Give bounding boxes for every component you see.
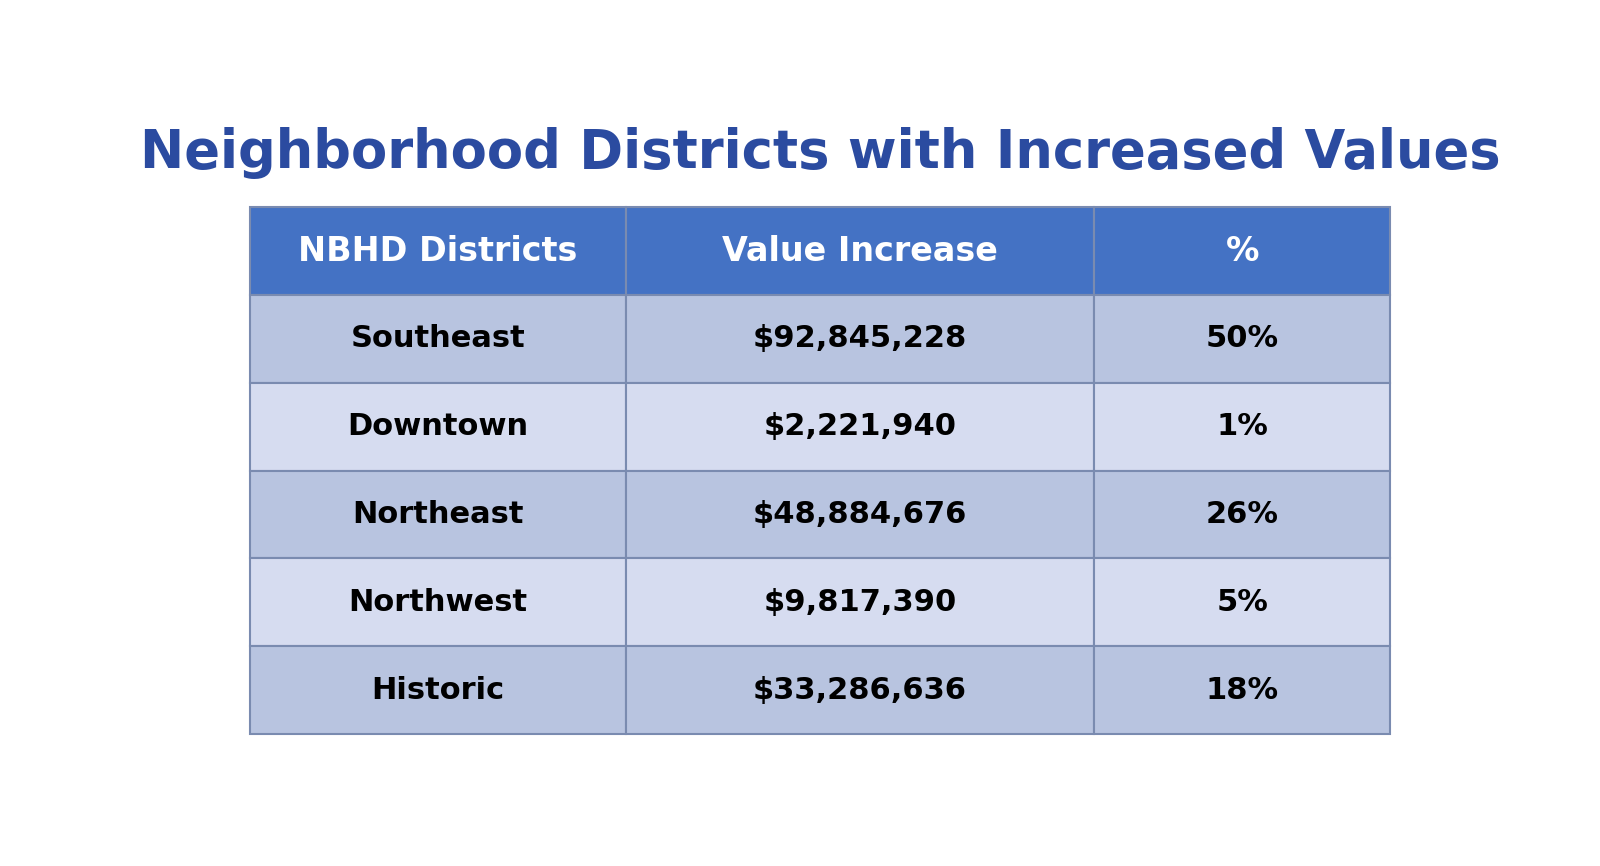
Bar [1094, 646, 1390, 734]
Text: $2,221,940: $2,221,940 [763, 412, 957, 442]
Bar [1094, 207, 1390, 295]
Text: 1%: 1% [1216, 412, 1269, 442]
Bar [1094, 559, 1390, 646]
Text: Downtown: Downtown [347, 412, 528, 442]
Bar [1094, 295, 1390, 383]
Bar [1094, 383, 1390, 471]
Bar [626, 295, 1094, 383]
Text: $48,884,676: $48,884,676 [752, 500, 966, 529]
Text: 5%: 5% [1216, 588, 1269, 617]
Text: Value Increase: Value Increase [722, 235, 998, 268]
Bar [250, 646, 626, 734]
Bar [626, 646, 1094, 734]
Text: $9,817,390: $9,817,390 [763, 588, 957, 617]
Text: Historic: Historic [371, 675, 504, 705]
Bar [626, 207, 1094, 295]
Text: $92,845,228: $92,845,228 [754, 325, 966, 353]
Text: Southeast: Southeast [350, 325, 525, 353]
Bar [250, 207, 626, 295]
Text: %: % [1226, 235, 1259, 268]
Text: 26%: 26% [1205, 500, 1278, 529]
Text: 50%: 50% [1205, 325, 1278, 353]
Text: Northeast: Northeast [352, 500, 523, 529]
Text: $33,286,636: $33,286,636 [754, 675, 966, 705]
Bar [1094, 470, 1390, 559]
Text: Neighborhood Districts with Increased Values: Neighborhood Districts with Increased Va… [139, 127, 1501, 179]
Bar [250, 295, 626, 383]
Bar [250, 470, 626, 559]
Bar [250, 559, 626, 646]
Text: 18%: 18% [1205, 675, 1278, 705]
Bar [626, 470, 1094, 559]
Bar [626, 383, 1094, 471]
Text: Northwest: Northwest [349, 588, 528, 617]
Text: NBHD Districts: NBHD Districts [298, 235, 578, 268]
Bar [626, 559, 1094, 646]
Bar [250, 383, 626, 471]
